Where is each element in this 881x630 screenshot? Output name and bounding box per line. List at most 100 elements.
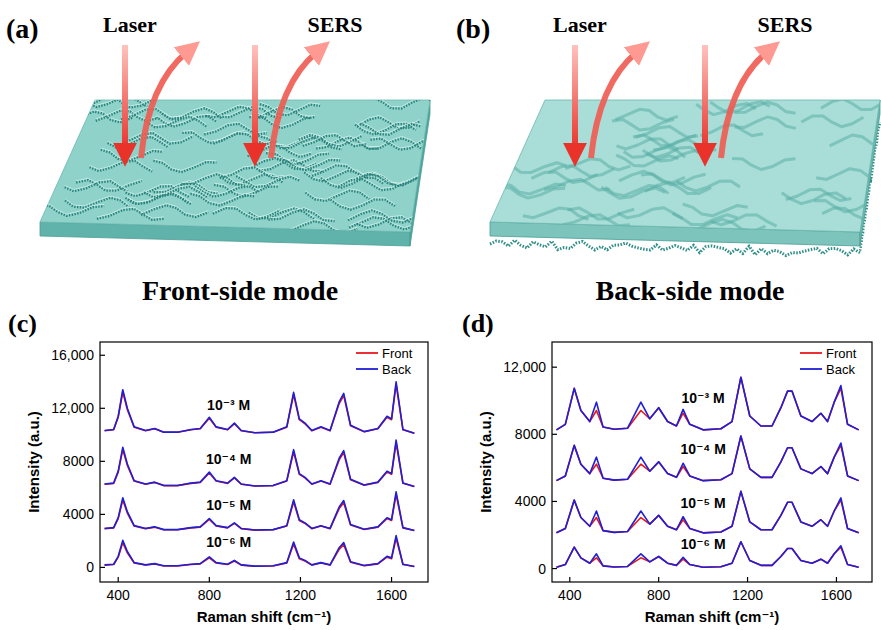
sers-arrow — [591, 52, 637, 158]
concentration-label: 10⁻³ M — [207, 397, 250, 413]
ridge — [306, 191, 370, 201]
y-tick — [100, 514, 105, 515]
ridge — [816, 169, 880, 181]
ridge — [821, 99, 881, 110]
x-tick-label: 1600 — [821, 587, 852, 603]
series-group — [556, 377, 858, 567]
ridge — [360, 123, 421, 134]
slab-top — [40, 100, 430, 232]
panel-letter: (d) — [462, 309, 494, 338]
ridge-highlight — [268, 208, 334, 220]
ridge — [698, 219, 766, 231]
ridge-highlight — [360, 122, 421, 133]
ridge — [101, 150, 163, 161]
spectrum-line — [556, 436, 858, 481]
ridge — [254, 117, 315, 128]
laser-arrow — [572, 45, 578, 150]
ridge — [801, 116, 863, 127]
y-tick-label: 4000 — [515, 493, 546, 509]
ridge — [568, 208, 635, 219]
label-laser: Laser — [103, 12, 157, 37]
x-tick — [300, 577, 301, 582]
legend-swatch — [800, 352, 822, 354]
legend-swatch — [356, 368, 378, 370]
legend-label: Front — [826, 346, 857, 361]
legend-label: Back — [826, 362, 855, 377]
y-tick — [552, 501, 557, 502]
ridge — [619, 171, 685, 182]
concentration-label: 10⁻⁵ M — [206, 497, 251, 513]
ridge — [563, 215, 630, 226]
ridge-highlight — [65, 180, 128, 191]
ridge — [339, 179, 404, 190]
ridge-highlight — [144, 185, 208, 196]
ridge — [734, 117, 795, 128]
ridge-highlight — [357, 172, 422, 184]
spectrum-line — [105, 538, 415, 566]
y-tick-label: 12,000 — [503, 359, 546, 375]
x-tick-label: 1200 — [732, 587, 763, 603]
x-tick-label: 400 — [107, 587, 131, 603]
concentration-label: 10⁻⁶ M — [206, 534, 251, 550]
x-tick — [836, 577, 837, 582]
ridge-highlight — [331, 198, 395, 208]
ridge — [504, 162, 566, 173]
ridge — [236, 176, 299, 187]
chart: 4008001200160004000800012,000Raman shift… — [462, 309, 872, 625]
ridge-highlight — [126, 185, 190, 196]
ridge — [645, 183, 711, 194]
ridges — [38, 95, 433, 234]
caption: Front-side mode — [142, 275, 338, 306]
spectrum-line — [105, 440, 415, 486]
ridge-highlight — [277, 157, 340, 169]
panel-letter: (a) — [6, 13, 39, 44]
ridge — [38, 205, 104, 216]
ridge — [617, 139, 679, 150]
ridge — [373, 98, 433, 109]
sers-arrow — [141, 52, 187, 158]
y-tick-label: 16,000 — [51, 347, 94, 363]
ridge — [700, 125, 763, 136]
y-tick — [552, 367, 557, 368]
spectrum-line — [556, 491, 858, 532]
ridge-highlight — [181, 173, 245, 185]
ridge-highlight — [195, 184, 258, 195]
sers-arrow — [721, 52, 767, 158]
ridge-highlight — [213, 132, 276, 143]
series-group — [105, 382, 415, 567]
x-tick-label: 800 — [647, 587, 671, 603]
concentration-label: 10⁻⁴ M — [680, 441, 725, 457]
ridge — [191, 194, 256, 206]
ridges — [500, 99, 881, 232]
x-tick-label: 400 — [558, 587, 582, 603]
ridge — [268, 209, 334, 221]
plot-frame — [100, 342, 428, 582]
ridge-highlight — [141, 204, 209, 216]
plot-frame — [552, 342, 872, 582]
ridge — [181, 174, 245, 186]
legend-swatch — [800, 368, 822, 370]
x-tick-label: 1200 — [285, 587, 316, 603]
laser-arrow — [702, 45, 708, 150]
panel-letter: (c) — [8, 309, 37, 338]
caption: Back-side mode — [596, 275, 785, 306]
laser-arrow — [122, 45, 128, 150]
ridge — [213, 133, 276, 144]
x-tick — [209, 577, 210, 582]
ridge — [683, 204, 748, 216]
y-tick-label: 8000 — [515, 426, 546, 442]
y-tick-label: 8000 — [63, 453, 94, 469]
slab-top — [490, 100, 880, 232]
ridge-highlight — [220, 166, 285, 177]
legend-swatch — [356, 352, 378, 354]
ridge — [635, 127, 698, 138]
ridge — [65, 181, 128, 192]
ridge — [182, 132, 244, 143]
y-tick — [100, 567, 105, 568]
y-tick-label: 12,000 — [51, 400, 94, 416]
x-tick — [747, 577, 748, 582]
concentration-label: 10⁻⁵ M — [681, 495, 726, 511]
ridge-highlight — [38, 203, 104, 214]
ridge-highlight — [236, 174, 299, 185]
ridge — [782, 193, 846, 204]
